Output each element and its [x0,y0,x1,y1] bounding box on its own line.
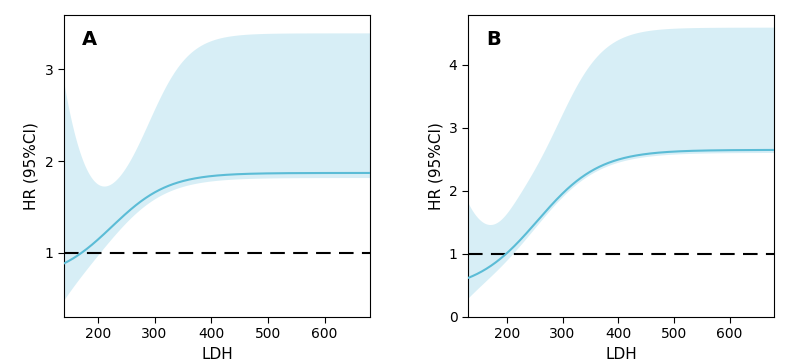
Text: A: A [82,29,97,49]
Y-axis label: HR (95%CI): HR (95%CI) [24,122,39,210]
X-axis label: LDH: LDH [605,347,637,362]
Y-axis label: HR (95%CI): HR (95%CI) [428,122,443,210]
X-axis label: LDH: LDH [201,347,233,362]
Text: B: B [486,29,501,49]
